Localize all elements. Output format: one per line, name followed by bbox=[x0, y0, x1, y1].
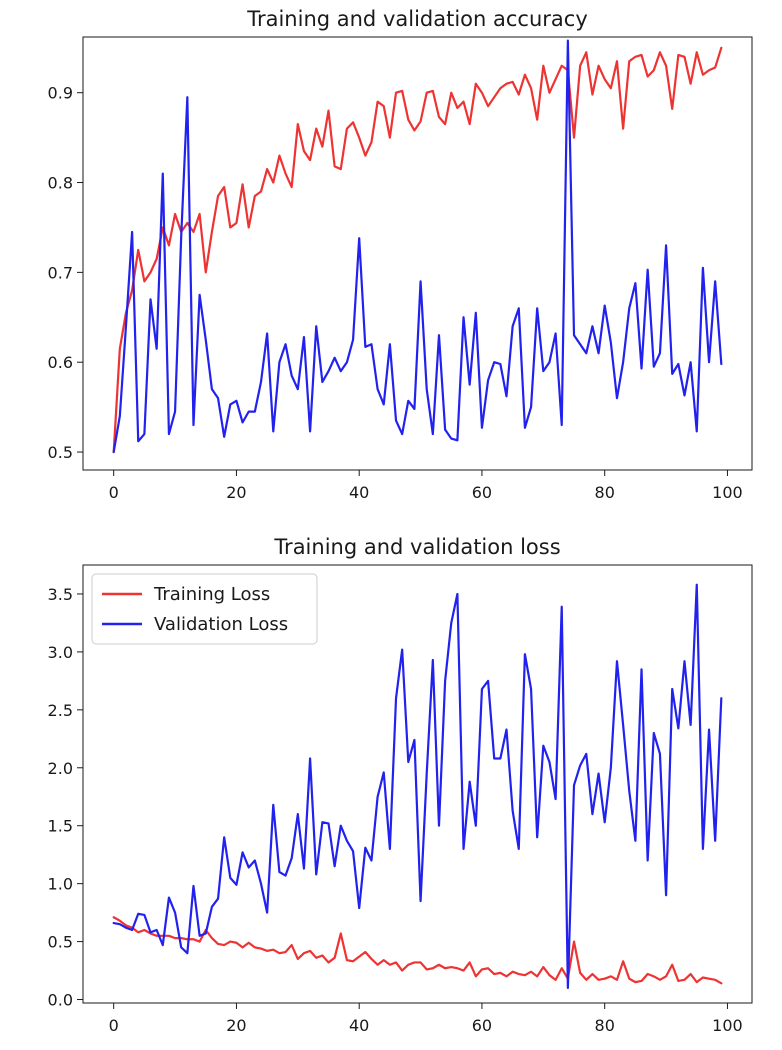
loss-x-tick-label: 20 bbox=[226, 1016, 246, 1035]
loss-y-tick-label: 3.5 bbox=[48, 585, 73, 604]
accuracy-ticks: 0 20 40 60 80 100 0.5 0.6 0.7 0.8 0.9 bbox=[48, 84, 743, 502]
loss-x-tick-label: 40 bbox=[349, 1016, 369, 1035]
loss-series-training-loss-line bbox=[112, 916, 723, 985]
accuracy-plot-frame bbox=[82, 36, 753, 471]
accuracy-y-tick-label: 0.8 bbox=[48, 174, 73, 193]
loss-y-tick-label: 2.0 bbox=[48, 759, 73, 778]
accuracy-chart-title: Training and validation accuracy bbox=[246, 7, 588, 31]
accuracy-series-layer bbox=[112, 39, 723, 454]
loss-ticks: 0 20 40 60 80 100 0.0 0.5 1.0 1.5 2.0 2.5 3.0 3.5 bbox=[48, 585, 743, 1035]
accuracy-x-tick-label: 80 bbox=[595, 483, 615, 502]
loss-y-tick-label: 1.5 bbox=[48, 817, 73, 836]
loss-x-tick-label: 60 bbox=[472, 1016, 492, 1035]
accuracy-y-tick-label: 0.7 bbox=[48, 263, 73, 282]
loss-plot-frame bbox=[82, 564, 753, 1004]
legend-label-training-loss: Training Loss bbox=[153, 584, 270, 605]
accuracy-x-tick-label: 20 bbox=[226, 483, 246, 502]
loss-y-tick-label: 3.0 bbox=[48, 643, 73, 662]
legend-box bbox=[91, 573, 318, 645]
loss-x-tick-label: 100 bbox=[712, 1016, 743, 1035]
loss-x-tick-label: 0 bbox=[109, 1016, 119, 1035]
loss-y-tick-label: 1.0 bbox=[48, 875, 73, 894]
loss-y-tick-label: 0.5 bbox=[48, 933, 73, 952]
loss-series-layer bbox=[112, 583, 723, 990]
loss-legend: Training Loss Validation Loss bbox=[91, 573, 318, 645]
loss-y-tick-label: 0.0 bbox=[48, 991, 73, 1010]
loss-chart: Training and validation loss 0 20 40 60 80 10… bbox=[48, 535, 753, 1035]
accuracy-y-tick-label: 0.6 bbox=[48, 353, 73, 372]
loss-chart-title: Training and validation loss bbox=[273, 535, 560, 559]
accuracy-x-tick-label: 100 bbox=[712, 483, 743, 502]
accuracy-x-tick-label: 60 bbox=[472, 483, 492, 502]
accuracy-x-tick-label: 40 bbox=[349, 483, 369, 502]
loss-series-validation-loss-line bbox=[112, 583, 723, 990]
loss-x-tick-label: 80 bbox=[595, 1016, 615, 1035]
legend-label-validation-loss: Validation Loss bbox=[154, 614, 288, 635]
loss-y-tick-label: 2.5 bbox=[48, 701, 73, 720]
accuracy-series-validation-line bbox=[112, 39, 723, 454]
accuracy-series-training-line bbox=[112, 46, 723, 454]
accuracy-chart: Training and validation accuracy 0 20 40 60… bbox=[48, 7, 753, 502]
accuracy-y-tick-label: 0.5 bbox=[48, 443, 73, 462]
accuracy-x-tick-label: 0 bbox=[109, 483, 119, 502]
accuracy-y-tick-label: 0.9 bbox=[48, 84, 73, 103]
